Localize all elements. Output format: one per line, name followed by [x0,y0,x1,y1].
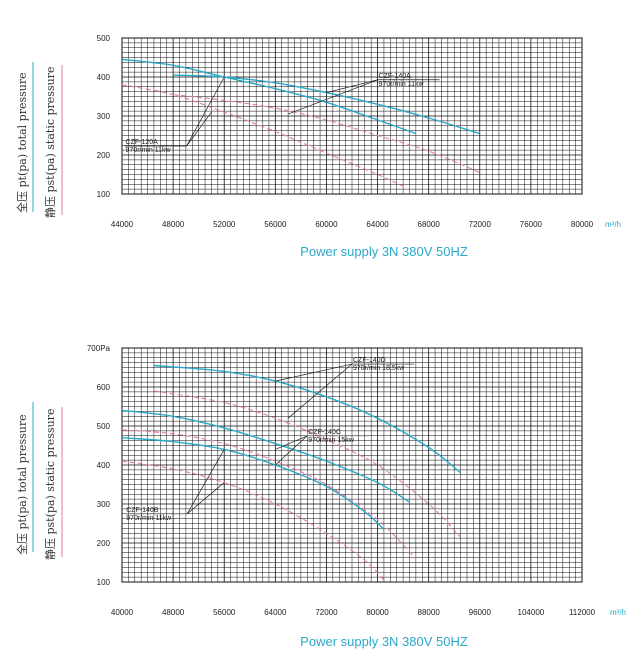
total-pressure-label-bottom: 全压 pt(pa) total pressure [15,414,29,555]
x-tick-label: 48000 [162,608,185,617]
static-pressure-curve-4 [121,429,417,559]
x-tick-label: 96000 [469,608,492,617]
model-spec: 970r/min 11kw [126,515,172,522]
static-pressure-curve-5 [121,460,385,581]
y-tick-label: 600 [97,383,111,392]
chart-czf-140a-120a: 100 200 300 400 500 44000 48000 52000 56000 60000… [97,34,621,259]
x-tick-label: 88000 [418,608,441,617]
y-tick-label: 100 [97,578,111,587]
annotation-leader [275,435,308,450]
grid-0 [121,37,583,195]
annotation-leader [326,79,378,93]
x-tick-label: 80000 [366,608,389,617]
x-tick-label: 64000 [264,608,287,617]
x-tick-label: 64000 [366,220,389,229]
x-unit-label: m³/h [605,220,621,229]
x-tick-label: 68000 [418,220,441,229]
total-pressure-curve-1 [121,409,410,503]
y-tick-label: 300 [97,112,111,121]
x-tick-label: 52000 [213,220,236,229]
y-tick-label: 300 [97,500,111,509]
model-name: CZF-140C [308,429,341,436]
annotation-leader [186,449,225,514]
x-tick-label: 72000 [315,608,338,617]
side-labels-top: 全压 pt(pa) total pressure 静压 pst(pa) stat… [15,62,63,218]
power-supply-caption: Power supply 3N 380V 50HZ [300,634,468,649]
y-tick-label: 400 [97,73,111,82]
y-tick-label: 200 [97,151,111,160]
model-spec: 970r/min 15kw [308,437,354,444]
x-tick-label: 80000 [571,220,594,229]
model-name: CZF-140D [353,357,386,364]
static-pressure-curve-3 [173,94,481,174]
model-spec: 970r/min 11kw [126,147,172,154]
x-tick-label: 72000 [469,220,492,229]
x-tick-label: 60000 [315,220,338,229]
grid-1 [121,347,583,583]
chart-czf-140d-140c-140b: 100 200 300 400 500 600 700Pa 40000 48000 56000 64… [87,344,626,649]
model-spec: 970r/min 11kw [379,81,425,88]
static-pressure-label-top: 静压 pst(pa) static pressure [43,67,57,218]
annotation-leader [186,111,212,147]
annotation-leader [186,482,225,515]
y-tick-label: 200 [97,539,111,548]
x-unit-label: m³/h [610,608,626,617]
static-pressure-curve-3 [153,390,461,538]
x-tick-label: 48000 [162,220,185,229]
x-tick-label: 112000 [569,608,596,617]
x-tick-label: 44000 [111,220,134,229]
y-tick-label: 500 [97,34,111,43]
annotation-leader [275,435,308,466]
x-tick-label: 56000 [264,220,287,229]
total-pressure-curve-0 [121,58,417,135]
static-pressure-label-bottom: 静压 pst(pa) static pressure [43,409,57,560]
plot-frame [121,37,583,195]
y-tick-label: 400 [97,461,111,470]
model-name: CZF-140A [379,73,412,80]
total-pressure-label-top: 全压 pt(pa) total pressure [15,72,29,213]
x-tick-label: 56000 [213,608,236,617]
side-labels-bottom: 全压 pt(pa) total pressure 静压 pst(pa) stat… [15,402,63,560]
annotation-leader [186,76,225,147]
model-name: CZF-140B [126,507,159,514]
y-tick-label: 700Pa [87,344,111,353]
annotation-leader [287,79,378,115]
model-name: CZF-120A [126,139,159,146]
y-tick-label: 500 [97,422,111,431]
plot-frame [121,347,583,583]
x-tick-label: 40000 [111,608,134,617]
model-spec: 970r/min 18.5kw [353,365,405,372]
total-pressure-curve-0 [153,364,462,474]
x-tick-label: 104000 [518,608,545,617]
total-pressure-curve-2 [121,437,385,530]
annotation-leader [287,363,353,419]
power-supply-caption: Power supply 3N 380V 50HZ [300,244,468,259]
x-tick-label: 76000 [520,220,543,229]
annotation-leader [275,363,353,382]
y-tick-label: 100 [97,190,111,199]
